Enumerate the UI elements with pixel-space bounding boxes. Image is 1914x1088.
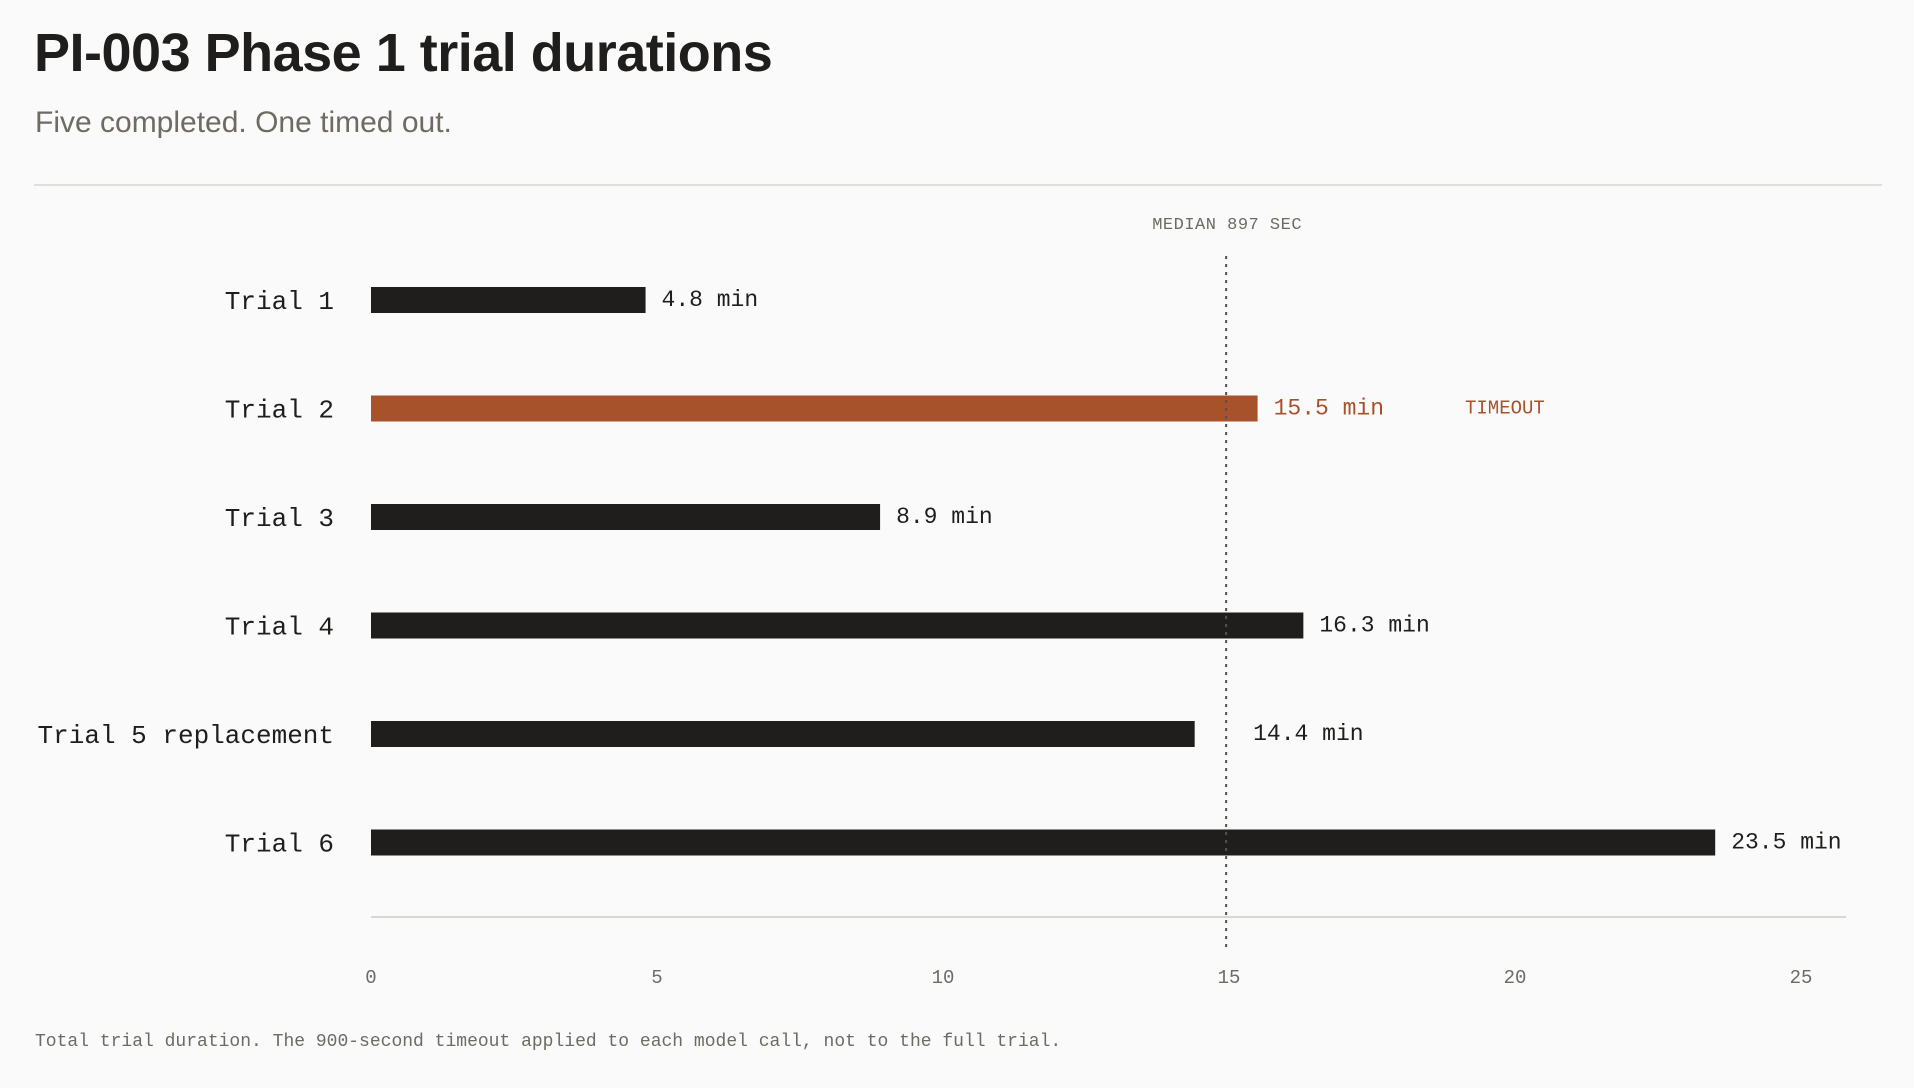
bar-chart: 0 5 10 15 20 25 Trial 1 4.8 min Trial 2 15.5 min T…: [38, 216, 1846, 989]
x-tick-label: 5: [651, 967, 662, 989]
chart-subtitle: Five completed. One timed out.: [35, 106, 452, 139]
category-label: Trial 5 replacement: [38, 721, 334, 751]
bar: [371, 395, 1258, 422]
bar: [371, 287, 646, 313]
category-label: Trial 3: [225, 504, 334, 534]
category-label: Trial 4: [225, 613, 334, 643]
category-label: Trial 1: [225, 287, 334, 317]
median-reference-label: MEDIAN 897 SEC: [1152, 216, 1302, 235]
value-label: 23.5 min: [1731, 830, 1841, 856]
value-label: 15.5 min: [1274, 396, 1384, 422]
chart-title: PI-003 Phase 1 trial durations: [34, 23, 773, 83]
bar: [371, 721, 1195, 747]
x-tick-label: 20: [1504, 967, 1527, 989]
value-label: 16.3 min: [1319, 613, 1429, 639]
value-label: 4.8 min: [662, 287, 759, 313]
bar: [371, 612, 1304, 639]
chart-footnote: Total trial duration. The 900-second tim…: [35, 1032, 1062, 1052]
annotation-label: TIMEOUT: [1465, 398, 1545, 420]
x-tick-label: 0: [365, 967, 376, 989]
category-label: Trial 6: [225, 830, 334, 860]
x-tick-label: 10: [932, 967, 955, 989]
bar: [371, 504, 881, 530]
category-label: Trial 2: [225, 396, 334, 426]
value-label: 8.9 min: [896, 504, 993, 530]
header-divider: [34, 184, 1882, 186]
bar: [371, 829, 1716, 856]
x-tick-label: 15: [1218, 967, 1241, 989]
x-tick-label: 25: [1790, 967, 1813, 989]
value-label: 14.4 min: [1253, 721, 1363, 747]
